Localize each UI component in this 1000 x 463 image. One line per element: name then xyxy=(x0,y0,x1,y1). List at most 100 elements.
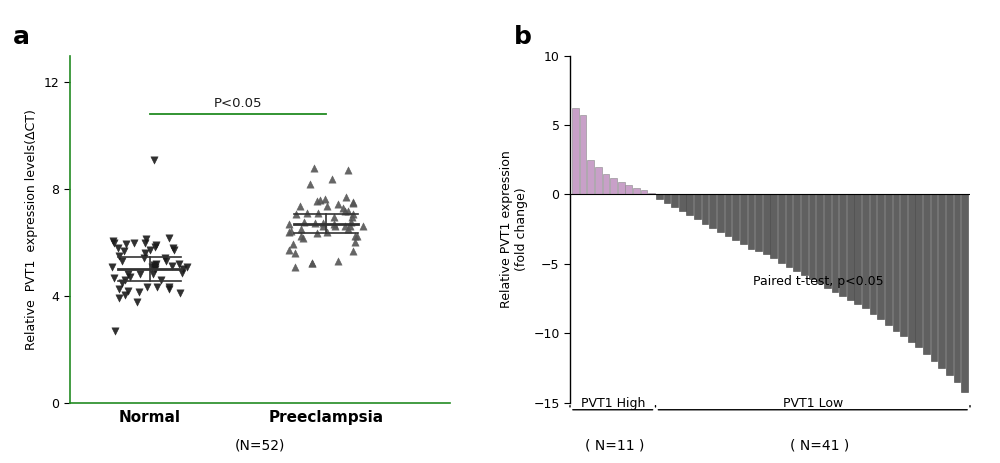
Point xyxy=(175,266,191,273)
Point xyxy=(174,269,190,276)
Text: (N=52): (N=52) xyxy=(235,438,285,452)
Point xyxy=(296,219,312,226)
Bar xyxy=(870,194,876,314)
Point xyxy=(287,250,303,257)
Bar xyxy=(580,115,586,194)
Point xyxy=(345,248,361,255)
Bar xyxy=(603,174,609,194)
Bar xyxy=(877,194,884,319)
Bar xyxy=(770,194,777,258)
Bar xyxy=(755,194,762,251)
Bar xyxy=(633,188,640,194)
Point xyxy=(287,263,303,270)
Point xyxy=(132,270,148,277)
Bar xyxy=(671,194,678,207)
Point xyxy=(306,165,322,172)
Bar xyxy=(832,194,838,292)
Point xyxy=(161,284,177,291)
Point xyxy=(330,257,346,264)
Point xyxy=(309,197,325,205)
Point xyxy=(315,222,331,230)
Point xyxy=(111,252,127,260)
Point xyxy=(340,166,356,174)
Point xyxy=(340,225,356,232)
Bar xyxy=(854,194,861,304)
Point xyxy=(137,239,153,247)
Point xyxy=(304,259,320,266)
Point xyxy=(302,180,318,188)
Y-axis label: Relative  PVT1  expression levels(ΔCT): Relative PVT1 expression levels(ΔCT) xyxy=(25,109,38,350)
Point xyxy=(148,241,164,249)
Bar xyxy=(923,194,930,354)
Bar xyxy=(709,194,716,228)
Point xyxy=(144,264,160,271)
Bar xyxy=(893,194,899,331)
Bar xyxy=(702,194,708,224)
Point xyxy=(345,211,361,218)
Point xyxy=(344,213,360,220)
Point xyxy=(338,194,354,201)
Point xyxy=(161,234,177,242)
Text: PVT1 High: PVT1 High xyxy=(581,397,645,410)
Bar xyxy=(801,194,808,275)
Point xyxy=(172,290,188,297)
Point xyxy=(304,260,320,267)
Point xyxy=(343,219,359,226)
Point xyxy=(111,294,127,302)
Bar xyxy=(610,178,617,194)
Point xyxy=(179,263,195,270)
Point xyxy=(139,284,155,291)
Point xyxy=(307,219,323,226)
Bar xyxy=(648,193,655,194)
Point xyxy=(337,222,353,230)
Point xyxy=(157,254,173,261)
Bar xyxy=(656,194,663,199)
Point xyxy=(114,279,130,287)
Text: ( N=41 ): ( N=41 ) xyxy=(790,438,850,452)
Point xyxy=(347,232,363,239)
Bar xyxy=(641,190,647,194)
Bar xyxy=(915,194,922,347)
Point xyxy=(299,209,315,216)
Point xyxy=(281,228,297,236)
Point xyxy=(340,207,356,214)
Point xyxy=(326,220,342,227)
Bar xyxy=(686,194,693,215)
Point xyxy=(131,288,147,296)
Point xyxy=(292,202,308,210)
Point xyxy=(315,219,331,226)
Bar xyxy=(809,194,815,279)
Point xyxy=(319,203,335,210)
Point xyxy=(310,209,326,217)
Point xyxy=(120,287,136,294)
Point xyxy=(326,213,342,220)
Bar xyxy=(900,194,907,336)
Point xyxy=(171,261,187,268)
Point xyxy=(136,254,152,262)
Text: a: a xyxy=(13,25,30,49)
Bar xyxy=(839,194,846,296)
Point xyxy=(312,196,328,204)
Bar xyxy=(625,185,632,194)
Bar xyxy=(679,194,686,211)
Point xyxy=(327,222,343,230)
Point xyxy=(285,240,301,247)
Bar xyxy=(816,194,823,283)
Bar xyxy=(664,194,670,203)
Point xyxy=(293,225,309,232)
Text: ( N=11 ): ( N=11 ) xyxy=(585,438,645,452)
Bar xyxy=(740,194,747,244)
Point xyxy=(161,286,177,293)
Point xyxy=(111,286,127,293)
Point xyxy=(295,235,311,242)
Point xyxy=(118,241,134,248)
Bar xyxy=(954,194,960,382)
Bar xyxy=(732,194,739,240)
Point xyxy=(147,265,163,273)
Point xyxy=(281,220,297,227)
Point xyxy=(138,235,154,243)
Bar xyxy=(595,167,602,194)
Point xyxy=(281,246,297,253)
Point xyxy=(116,248,132,255)
Bar xyxy=(587,160,594,194)
